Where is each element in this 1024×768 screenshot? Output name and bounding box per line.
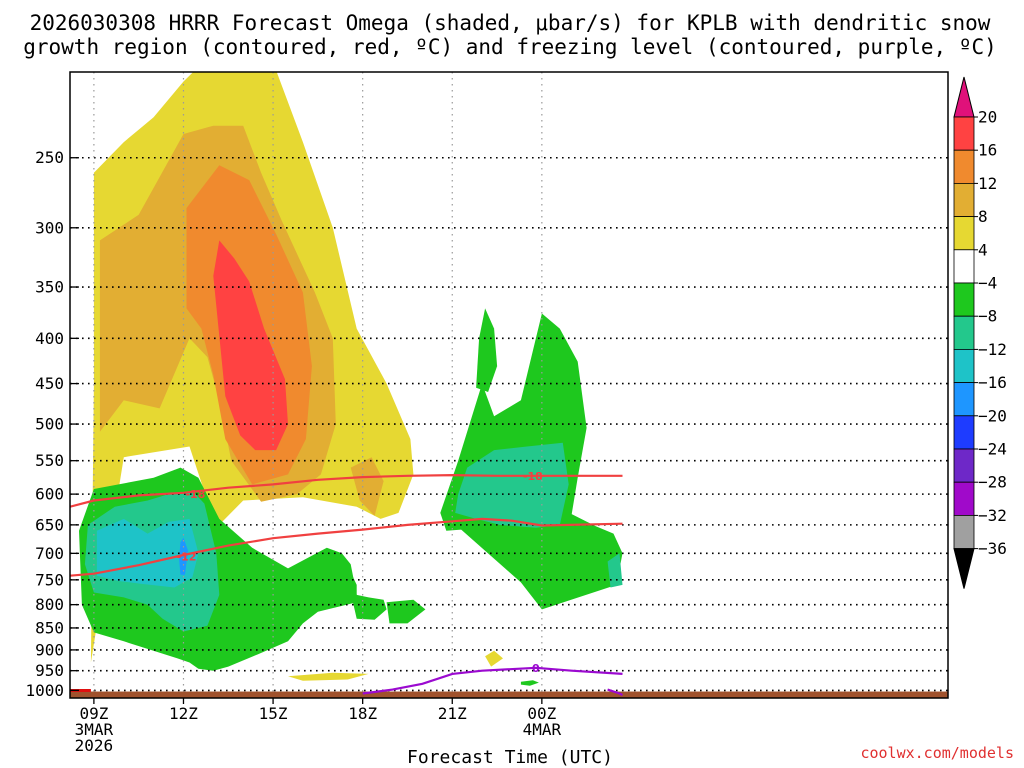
y-tick-label-750: 750 bbox=[35, 570, 64, 589]
omega-yellow-tiny bbox=[485, 650, 503, 667]
colorbar-label-4: 4 bbox=[978, 240, 988, 259]
x-axis-title: Forecast Time (UTC) bbox=[407, 747, 613, 768]
dendritic-minus18-label: -18 bbox=[523, 470, 543, 483]
colorbar-label-6: −8 bbox=[978, 307, 997, 326]
omega-blue-spot bbox=[179, 537, 188, 575]
chart-title-line-2: growth region (contoured, red, ºC) and f… bbox=[23, 35, 997, 59]
y-tick-label-550: 550 bbox=[35, 451, 64, 470]
colorbar-swatch-3 bbox=[953, 216, 975, 251]
x-tick-label-3-0: 18Z bbox=[348, 704, 377, 723]
omega-green-upper-right bbox=[476, 308, 498, 392]
y-tick-label-800: 800 bbox=[35, 595, 64, 614]
x-tick-label-1-0: 12Z bbox=[169, 704, 198, 723]
colorbar-label-5: −4 bbox=[978, 274, 997, 293]
colorbar-swatch-1 bbox=[953, 149, 975, 184]
y-tick-label-900: 900 bbox=[35, 640, 64, 659]
omega-cyan-left bbox=[96, 518, 199, 588]
omega-green-mid bbox=[341, 553, 387, 620]
colorbar-swatch-2 bbox=[953, 182, 975, 217]
colorbar-bottom-arrow bbox=[953, 548, 975, 589]
omega-small-orange bbox=[350, 457, 384, 516]
credit-text: coolwx.com/models bbox=[860, 744, 1014, 762]
dendritic-minus18-left-label-label: -18 bbox=[185, 488, 205, 501]
y-tick-label-400: 400 bbox=[35, 329, 64, 348]
colorbar: 20 16 12 8 4 −4 −8 −12 −16 −20 −24 −28 −32 −36 bbox=[953, 76, 1007, 589]
chart-title-line-1: 2026030308 HRRR Forecast Omega (shaded, … bbox=[30, 11, 991, 35]
y-tick-label-350: 350 bbox=[35, 278, 64, 297]
colorbar-label-12: −32 bbox=[978, 506, 1007, 525]
y-tick-label-300: 300 bbox=[35, 218, 64, 237]
omega-teal-right-edge bbox=[607, 553, 623, 588]
y-tick-label-700: 700 bbox=[35, 544, 64, 563]
x-tick-label-0-0: 09Z bbox=[79, 704, 108, 723]
x-tick-label-4-0: 21Z bbox=[438, 704, 467, 723]
colorbar-label-9: −20 bbox=[978, 406, 1007, 425]
x-tick-label-5-1: 4MAR bbox=[523, 720, 562, 739]
colorbar-swatch-11 bbox=[953, 481, 975, 516]
freezing-level-label: 0 bbox=[532, 662, 540, 675]
colorbar-swatch-10 bbox=[953, 448, 975, 483]
colorbar-top-arrow bbox=[953, 76, 975, 118]
y-tick-label-600: 600 bbox=[35, 485, 64, 504]
colorbar-swatch-6 bbox=[953, 315, 975, 350]
colorbar-label-11: −28 bbox=[978, 473, 1007, 492]
x-tick-label-0-1: 3MAR bbox=[75, 720, 114, 739]
colorbar-label-3: 8 bbox=[978, 207, 988, 226]
freezing-level-low bbox=[607, 688, 623, 696]
colorbar-swatch-5 bbox=[953, 282, 975, 317]
colorbar-label-13: −36 bbox=[978, 539, 1007, 558]
colorbar-label-0: 20 bbox=[978, 108, 997, 127]
x-tick-label-2-0: 15Z bbox=[259, 704, 288, 723]
terrain-ground bbox=[70, 691, 948, 698]
colorbar-swatch-9 bbox=[953, 415, 975, 450]
y-tick-label-250: 250 bbox=[35, 148, 64, 167]
y-tick-label-650: 650 bbox=[35, 515, 64, 534]
y-tick-label-500: 500 bbox=[35, 415, 64, 434]
omega-green-mid-blob bbox=[386, 599, 426, 624]
x-tick-label-0-2: 2026 bbox=[75, 736, 114, 755]
plot-area: -18 -18 -12 0 bbox=[70, 72, 948, 698]
colorbar-label-1: 16 bbox=[978, 141, 997, 160]
colorbar-label-8: −16 bbox=[978, 373, 1007, 392]
colorbar-swatch-4 bbox=[953, 249, 975, 284]
y-tick-label-450: 450 bbox=[35, 374, 64, 393]
colorbar-swatch-7 bbox=[953, 348, 975, 383]
freezing-level bbox=[362, 666, 623, 695]
omega-red bbox=[213, 240, 288, 451]
plot-frame bbox=[69, 71, 949, 699]
colorbar-label-10: −24 bbox=[978, 440, 1007, 459]
omega-teal-right bbox=[455, 442, 569, 528]
x-tick-label-5-0: 00Z bbox=[527, 704, 556, 723]
y-tick-label-850: 850 bbox=[35, 618, 64, 637]
dendritic-minus12 bbox=[70, 517, 623, 577]
colorbar-swatch-8 bbox=[953, 382, 975, 417]
colorbar-label-2: 12 bbox=[978, 174, 997, 193]
y-tick-label-1000: 1000 bbox=[25, 681, 64, 700]
y-tick-label-950: 950 bbox=[35, 661, 64, 680]
colorbar-swatch-0 bbox=[953, 116, 975, 151]
colorbar-label-7: −12 bbox=[978, 340, 1007, 359]
colorbar-swatch-12 bbox=[953, 515, 975, 550]
omega-green-tiny bbox=[520, 680, 539, 686]
dendritic-minus18 bbox=[70, 473, 623, 508]
omega-yellow-sliver bbox=[288, 672, 369, 681]
dendritic-minus12-mid-label-label: -12 bbox=[177, 551, 197, 564]
